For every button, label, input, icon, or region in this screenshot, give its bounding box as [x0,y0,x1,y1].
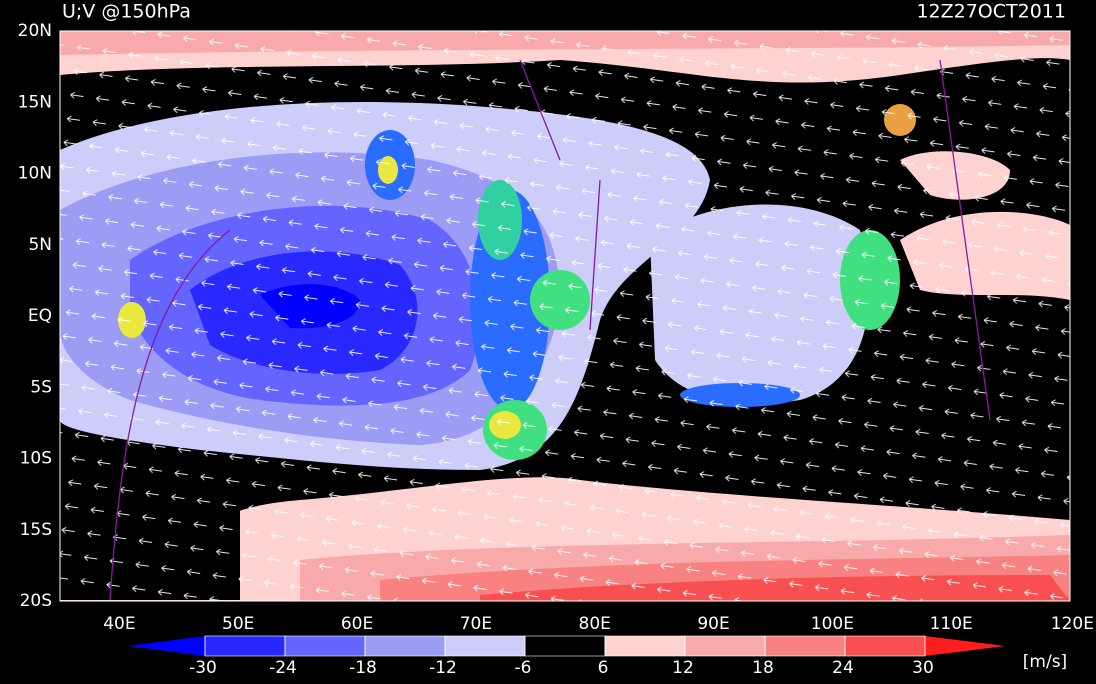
lat-label: EQ [28,306,52,326]
lon-label: 100E [811,614,854,634]
colorbar-segment [684,635,766,657]
colorbar-segment [444,635,526,657]
colorbar-segment [604,635,686,657]
lon-label: 50E [222,614,254,634]
colorbar-segment [204,635,286,657]
lon-label: 110E [930,614,973,634]
colorbar-label: 12 [672,658,694,678]
map-time: 12Z27OCT2011 [916,1,1066,23]
colorbar-label: -30 [189,658,217,678]
colorbar-unit: [m/s] [1023,652,1067,672]
lat-label: 10N [18,164,52,184]
lon-label: 80E [579,614,611,634]
lat-label: 15N [18,92,52,112]
colorbar-label: 24 [832,658,854,678]
colorbar-arrow [925,636,1005,656]
map-frame [59,30,1071,602]
lon-label: 90E [697,614,729,634]
colorbar-label: -24 [269,658,297,678]
lat-label: 15S [20,520,52,540]
colorbar-label: 18 [752,658,774,678]
lat-label: 10S [20,449,52,469]
colorbar-segment [844,635,926,657]
colorbar-label: 6 [598,658,609,678]
lat-label: 5S [30,377,52,397]
colorbar-label: -6 [515,658,532,678]
colorbar-segment [284,635,366,657]
lon-label: 60E [341,614,373,634]
colorbar-label: -18 [349,658,377,678]
lon-label: 120E [1051,614,1094,634]
lat-label: 20N [18,21,52,41]
colorbar-label: 30 [912,658,934,678]
colorbar-segment [524,635,606,657]
lon-label: 40E [103,614,135,634]
lat-label: 5N [28,235,52,255]
map-title: U;V @150hPa [62,1,191,23]
colorbar-label: -12 [429,658,457,678]
map-field [60,31,1070,601]
colorbar-segment [764,635,846,657]
colorbar-segment [364,635,446,657]
lon-label: 70E [460,614,492,634]
colorbar-arrow [128,636,205,656]
lat-label: 20S [20,591,52,611]
